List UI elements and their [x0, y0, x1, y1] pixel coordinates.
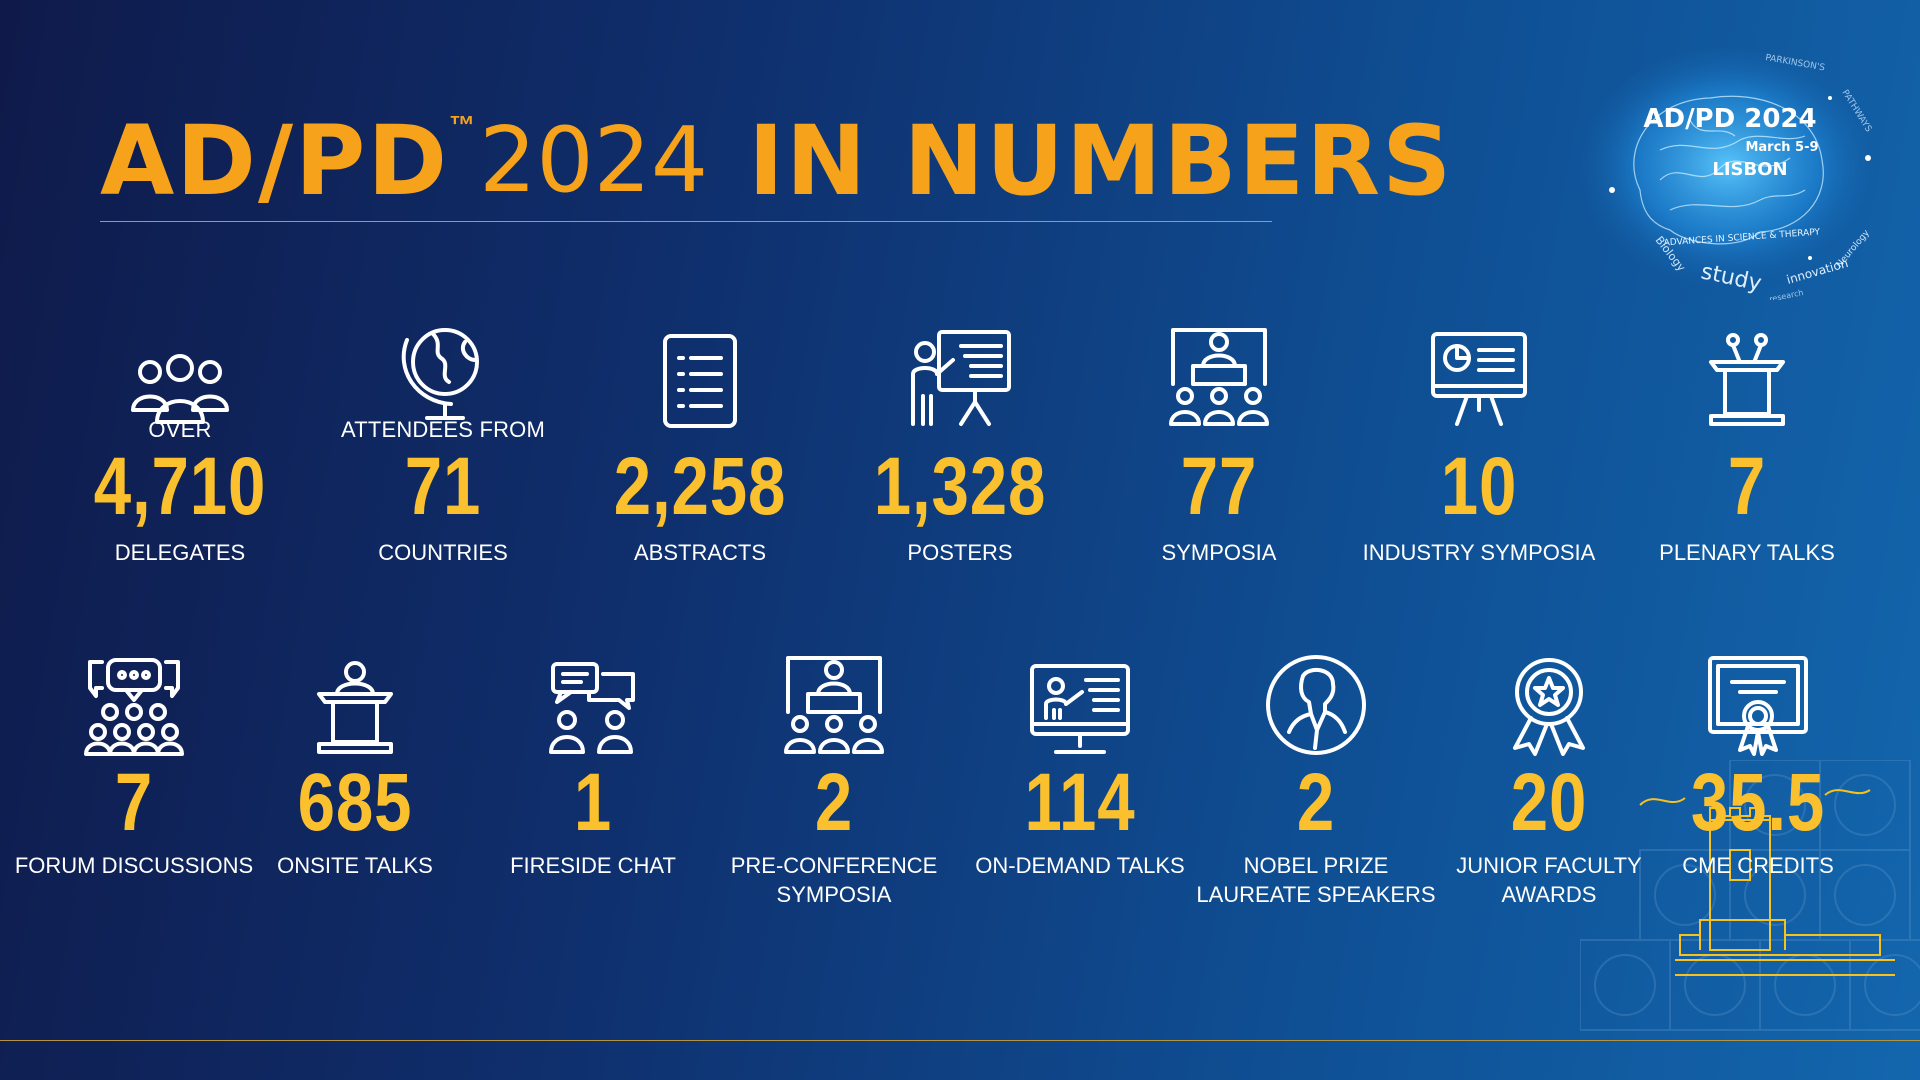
stat-value: 2 — [814, 757, 854, 848]
stat-value: 10 — [1440, 441, 1518, 532]
stat-label: FIRESIDE CHAT — [510, 853, 676, 878]
stat-value: 7 — [114, 757, 154, 848]
title-divider — [100, 221, 1272, 222]
stat-label: NOBEL PRIZE LAUREATE SPEAKERS — [1196, 853, 1436, 907]
belem-tower-icon — [1639, 789, 1895, 976]
title-suffix: IN NUMBERS — [748, 105, 1454, 217]
certificate-icon — [1628, 640, 1888, 758]
badge-city: LISBON — [1712, 159, 1787, 180]
podium-speaker-icon — [225, 640, 485, 758]
badge-title: AD/PD 2024 — [1643, 104, 1816, 134]
badge-word: research — [1769, 288, 1805, 300]
lisbon-decoration — [1580, 760, 1920, 1031]
chart-board-icon — [1349, 310, 1609, 430]
stat-label: JUNIOR FACULTY AWARDS — [1456, 853, 1642, 907]
stat-value: 7 — [1727, 441, 1767, 532]
stat-label: ON-DEMAND TALKS — [975, 853, 1185, 878]
award-rosette-icon — [1419, 640, 1679, 758]
stat-label: FORUM DISCUSSIONS — [14, 853, 254, 878]
page-title: AD/PD™2024 IN NUMBERS — [100, 96, 1453, 226]
group-icon — [50, 310, 310, 430]
presenter-board-icon — [830, 310, 1090, 430]
stat-label: PLENARY TALKS — [1659, 540, 1835, 565]
bottom-divider — [0, 1040, 1920, 1041]
chat-people-icon — [463, 640, 723, 758]
stat-label: ABSTRACTS — [633, 540, 767, 565]
badge-sparkles — [1609, 96, 1871, 260]
stat-value: 685 — [297, 757, 413, 848]
stat-label: INDUSTRY SYMPOSIA — [1362, 540, 1596, 565]
stat-prefix: ATTENDEES FROM — [340, 417, 546, 442]
azulejo-tiles — [1580, 760, 1920, 1031]
stat-label: POSTERS — [907, 540, 1013, 565]
stat-label: CME CREDITS — [1682, 853, 1834, 878]
stat-value: 2,258 — [613, 441, 787, 532]
stat-label: SYMPOSIA — [1161, 540, 1277, 565]
stat-value: 77 — [1180, 441, 1258, 532]
globe-icon — [313, 310, 573, 430]
trademark-mark: ™ — [449, 110, 476, 140]
stat-label: ONSITE TALKS — [277, 853, 433, 878]
stat-value: 2 — [1296, 757, 1336, 848]
podium-mics-icon — [1617, 310, 1877, 430]
laureate-portrait-icon — [1186, 640, 1446, 758]
forum-icon — [4, 640, 264, 758]
stat-value: 71 — [404, 441, 482, 532]
brand-name: AD/PD — [100, 105, 450, 217]
document-icon — [570, 310, 830, 430]
badge-dates: March 5-9 — [1745, 140, 1818, 155]
title-year: 2024 — [479, 108, 709, 213]
stat-label: COUNTRIES — [378, 540, 508, 565]
stat-value: 4,710 — [93, 441, 267, 532]
monitor-presenter-icon — [950, 640, 1210, 758]
stat-prefix: OVER — [148, 417, 212, 442]
panel-audience-icon — [704, 640, 964, 758]
panel-audience-icon — [1089, 310, 1349, 430]
badge-glow — [1578, 48, 1878, 292]
brain-icon — [1633, 95, 1824, 245]
stat-value: 114 — [1024, 757, 1136, 848]
stat-label: PRE-CONFERENCE SYMPOSIA — [730, 853, 938, 907]
stat-value: 35.5 — [1690, 757, 1826, 848]
stat-value: 1 — [573, 757, 613, 848]
stat-label: DELEGATES — [114, 540, 246, 565]
stat-value: 1,328 — [873, 441, 1047, 532]
stat-value: 20 — [1510, 757, 1588, 848]
conference-badge: AD/PD 2024 March 5-9 LISBON ADVANCES IN … — [1578, 48, 1878, 300]
